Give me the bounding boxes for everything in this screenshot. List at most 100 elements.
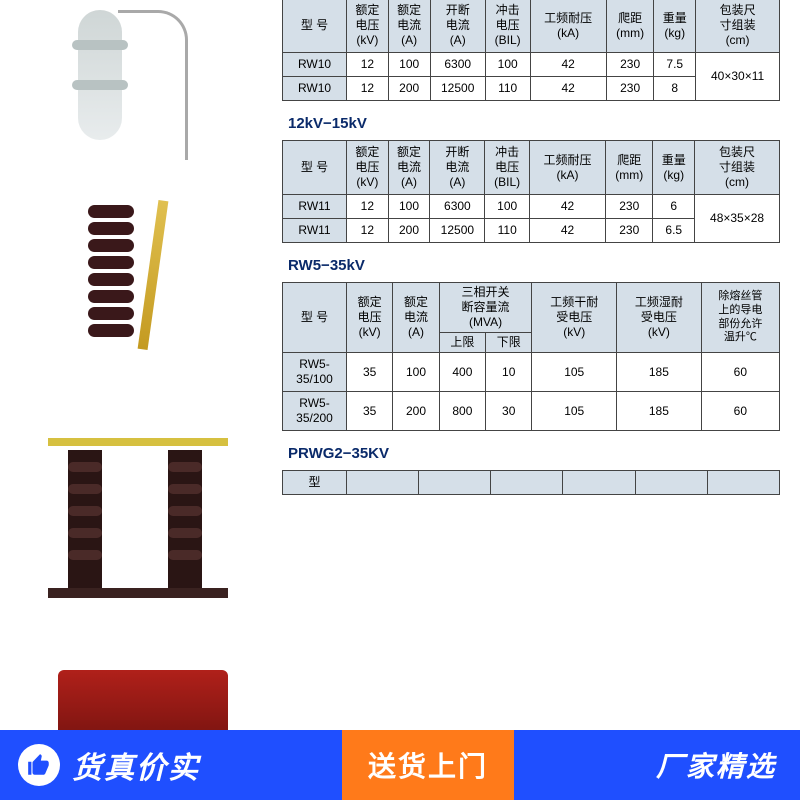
cell: 12 — [347, 195, 389, 219]
col-partial — [347, 471, 419, 495]
col-rated-current: 额定电流(A) — [388, 0, 430, 53]
col-dry-withstand: 工频干耐受电压(kV) — [532, 283, 617, 353]
cell: 400 — [439, 353, 485, 392]
col-partial — [563, 471, 635, 495]
section-title-prwg2: PRWG2−35KV — [288, 445, 782, 462]
col-temp-rise: 除熔丝管上的导电部份允许温升℃ — [701, 283, 779, 353]
table-row: RW11 12 100 6300 100 42 230 6 48×35×28 — [283, 195, 780, 219]
banner-left-text: 货真价实 — [72, 743, 200, 787]
cell-model: RW5-35/200 — [283, 392, 347, 431]
thumbs-up-icon — [18, 744, 60, 786]
col-break-current: 开断电流(A) — [430, 0, 485, 53]
col-impulse: 冲击电压(BIL) — [485, 141, 530, 195]
cell-model: RW11 — [283, 195, 347, 219]
spec-table-rw10: 型 号 额定电压(kV) 额定电流(A) 开断电流(A) 冲击电压(BIL) 工… — [282, 0, 780, 101]
col-creepage: 爬距(mm) — [606, 0, 654, 53]
banner-mid-text: 送货上门 — [342, 730, 514, 800]
cell-model: RW10 — [283, 77, 347, 101]
table-row: RW5-35/200 35 200 800 30 105 185 60 — [283, 392, 780, 431]
cell: 42 — [529, 195, 605, 219]
cell: 12 — [347, 53, 389, 77]
cell: 7.5 — [654, 53, 696, 77]
cell: 185 — [617, 392, 702, 431]
cell: 60 — [701, 353, 779, 392]
cell: 12500 — [430, 219, 485, 243]
table-row: RW10 12 100 6300 100 42 230 7.5 40×30×11 — [283, 53, 780, 77]
cell: 200 — [388, 219, 430, 243]
col-rated-current: 额定电流(A) — [393, 283, 439, 353]
col-breaking-capacity: 三相开关断容量流(MVA) — [439, 283, 532, 333]
product-image-rw5-35 — [18, 420, 238, 610]
cell: 42 — [530, 77, 606, 101]
cell: 230 — [606, 77, 654, 101]
cell: 6300 — [430, 195, 485, 219]
col-upper-limit: 上限 — [439, 333, 485, 353]
cell: 200 — [393, 392, 439, 431]
cell: 200 — [388, 77, 430, 101]
cell: 12 — [347, 219, 389, 243]
cell: 12 — [347, 77, 389, 101]
cell: 12500 — [430, 77, 485, 101]
cell: 100 — [485, 53, 530, 77]
col-rated-current: 额定电流(A) — [388, 141, 430, 195]
cell: 100 — [388, 53, 430, 77]
cell-packaging: 40×30×11 — [696, 53, 780, 101]
col-rated-voltage: 额定电压(kV) — [347, 283, 393, 353]
cell-model: RW5-35/100 — [283, 353, 347, 392]
col-pf-withstand: 工频耐压(kA) — [529, 141, 605, 195]
cell: 30 — [486, 392, 532, 431]
col-model: 型 号 — [283, 141, 347, 195]
spec-table-rw5-35: 型 号 额定电压(kV) 额定电流(A) 三相开关断容量流(MVA) 工频干耐受… — [282, 282, 780, 431]
cell-model: RW10 — [283, 53, 347, 77]
col-model: 型 号 — [283, 283, 347, 353]
cell: 100 — [393, 353, 439, 392]
col-lower-limit: 下限 — [486, 333, 532, 353]
cell: 105 — [532, 392, 617, 431]
col-weight: 重量(kg) — [653, 141, 695, 195]
cell: 110 — [485, 77, 530, 101]
cell: 6.5 — [653, 219, 695, 243]
col-partial — [635, 471, 707, 495]
cell: 8 — [654, 77, 696, 101]
cell-model: RW11 — [283, 219, 347, 243]
section-title-12-15kv: 12kV−15kV — [288, 115, 782, 132]
product-image-rw11 — [18, 190, 238, 375]
col-partial — [707, 471, 779, 495]
table-row: RW5-35/100 35 100 400 10 105 185 60 — [283, 353, 780, 392]
banner-right-text: 厂家精选 — [656, 745, 800, 785]
col-partial — [419, 471, 491, 495]
cell: 10 — [486, 353, 532, 392]
cell: 60 — [701, 392, 779, 431]
cell: 42 — [529, 219, 605, 243]
col-model: 型 — [283, 471, 347, 495]
col-model: 型 号 — [283, 0, 347, 53]
col-break-current: 开断电流(A) — [430, 141, 485, 195]
cell: 6 — [653, 195, 695, 219]
col-packaging: 包装尺寸组装(cm) — [696, 0, 780, 53]
cell: 100 — [485, 195, 530, 219]
cell: 230 — [606, 53, 654, 77]
cell: 100 — [388, 195, 430, 219]
cell: 110 — [485, 219, 530, 243]
col-weight: 重量(kg) — [654, 0, 696, 53]
cell: 230 — [606, 219, 653, 243]
cell: 800 — [439, 392, 485, 431]
cell-packaging: 48×35×28 — [695, 195, 780, 243]
col-pf-withstand: 工频耐压(kA) — [530, 0, 606, 53]
col-partial — [491, 471, 563, 495]
col-impulse: 冲击电压(BIL) — [485, 0, 530, 53]
cell: 6300 — [430, 53, 485, 77]
cell: 35 — [347, 353, 393, 392]
spec-table-prwg2-partial: 型 — [282, 470, 780, 495]
cell: 230 — [606, 195, 653, 219]
spec-tables-area: 型 号 额定电压(kV) 额定电流(A) 开断电流(A) 冲击电压(BIL) 工… — [282, 0, 782, 495]
col-creepage: 爬距(mm) — [606, 141, 653, 195]
product-image-rw10 — [18, 0, 238, 180]
cell: 105 — [532, 353, 617, 392]
col-rated-voltage: 额定电压(kV) — [347, 0, 389, 53]
promo-banner: 货真价实 送货上门 厂家精选 — [0, 730, 800, 800]
col-wet-withstand: 工频湿耐受电压(kV) — [617, 283, 702, 353]
col-packaging: 包装尺寸组装(cm) — [695, 141, 780, 195]
cell: 42 — [530, 53, 606, 77]
spec-table-rw11: 型 号 额定电压(kV) 额定电流(A) 开断电流(A) 冲击电压(BIL) 工… — [282, 140, 780, 243]
